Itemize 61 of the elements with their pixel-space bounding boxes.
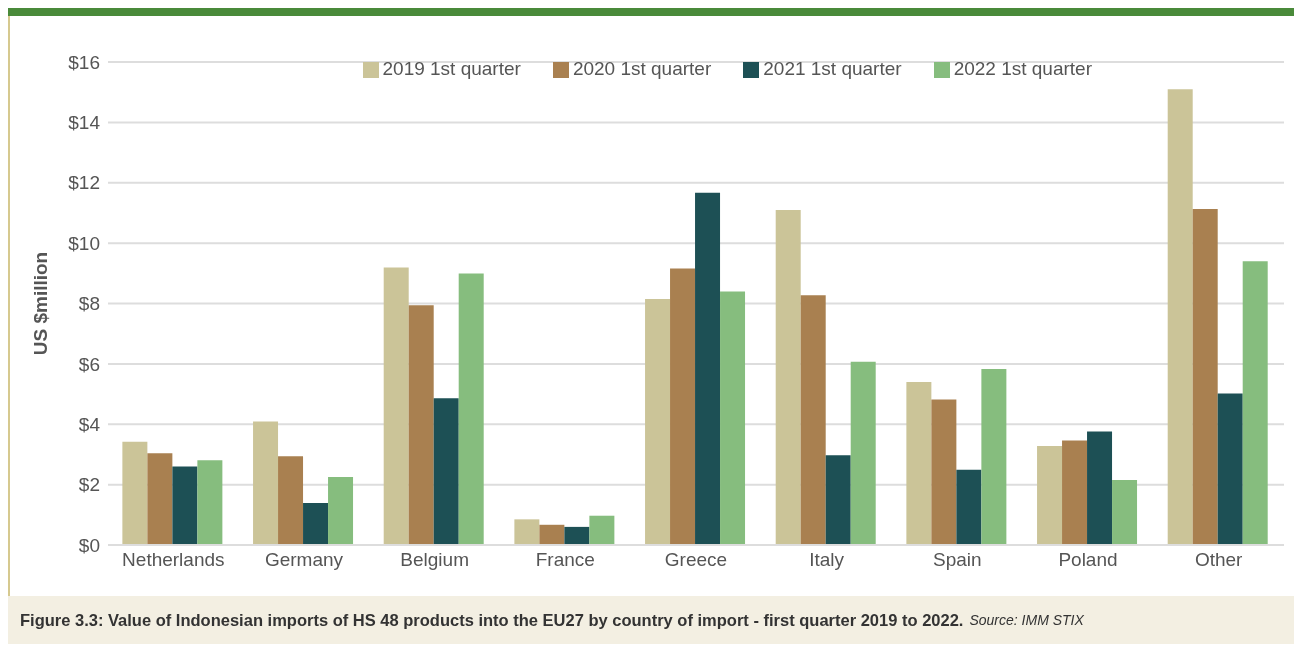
bar (1167, 89, 1193, 545)
bar (539, 524, 565, 545)
bar (906, 381, 932, 545)
text: Figure 3.3: Value of Indonesian imports of HS 48 products into the EU27 by country of import - first quarter 2019 to 2022. (20, 610, 964, 630)
y-tick-label: $10 (68, 232, 100, 254)
bar (589, 515, 615, 545)
bar (931, 399, 957, 545)
bar (1037, 445, 1063, 545)
x-tick-label: Belgium (400, 549, 469, 571)
bar (956, 469, 982, 545)
x-tick-label: Germany (264, 549, 344, 571)
bar (147, 453, 173, 545)
bar (695, 192, 721, 545)
x-tick-label: Greece (664, 549, 728, 571)
bar (564, 526, 590, 545)
bar (122, 441, 148, 545)
y-axis-title: US $million (29, 251, 51, 356)
bar (1217, 393, 1243, 545)
bar (433, 398, 459, 545)
bar (645, 298, 671, 545)
x-tick-label: Poland (1058, 549, 1118, 571)
y-tick-label: $8 (78, 293, 100, 315)
bar (670, 268, 696, 545)
source-note: Source: IMM STIX (969, 612, 1084, 628)
bar (458, 273, 484, 545)
bar (383, 267, 409, 545)
bar (253, 421, 279, 545)
y-tick-label: $14 (68, 112, 101, 134)
bar (303, 503, 329, 545)
x-tick-label: Spain (933, 549, 982, 571)
bar (1112, 480, 1138, 545)
y-tick-label: $2 (78, 474, 100, 496)
legend-label: 2020 1st quarter (572, 58, 712, 79)
bar (1087, 431, 1113, 545)
y-tick-label: $12 (68, 172, 100, 194)
legend-label: 2021 1st quarter (763, 58, 902, 79)
bar (850, 361, 876, 545)
x-tick-label: Italy (809, 549, 845, 571)
bar (408, 305, 434, 545)
bar (1192, 209, 1218, 545)
x-tick-label: Other (1194, 549, 1244, 571)
bar (197, 460, 223, 545)
y-tick-label: $0 (78, 534, 100, 556)
bar (1062, 440, 1088, 545)
bar (720, 291, 746, 545)
x-tick-label: France (535, 549, 595, 571)
y-tick-label: $16 (68, 51, 100, 73)
legend-label: 2019 1st quarter (382, 58, 521, 79)
bar (825, 455, 851, 545)
bar (981, 369, 1007, 545)
bar (328, 477, 354, 545)
y-tick-label: $4 (78, 413, 101, 435)
bar (172, 466, 198, 545)
bar (514, 519, 540, 545)
x-tick-label: Netherlands (122, 549, 225, 571)
bar (278, 456, 304, 545)
bar (800, 295, 826, 545)
bar (1242, 261, 1268, 545)
bar (775, 209, 801, 545)
legend-label: 2022 1st quarter (953, 58, 1092, 79)
y-tick-label: $6 (78, 353, 100, 375)
